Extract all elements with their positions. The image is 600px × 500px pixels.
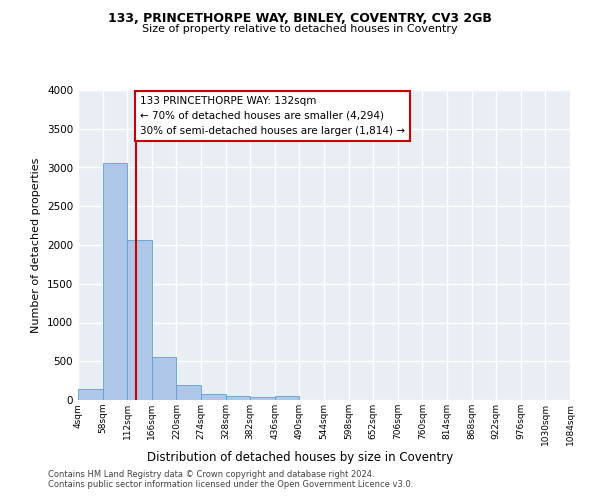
Bar (250, 398, 275, 400)
Bar (201, 394, 226, 400)
Text: Contains public sector information licensed under the Open Government Licence v3: Contains public sector information licen… (48, 480, 413, 489)
Bar (152, 356, 176, 400)
Bar (275, 396, 299, 400)
Bar (78, 389, 103, 400)
Bar (127, 240, 152, 400)
Text: Distribution of detached houses by size in Coventry: Distribution of detached houses by size … (147, 451, 453, 464)
Text: Contains HM Land Registry data © Crown copyright and database right 2024.: Contains HM Land Registry data © Crown c… (48, 470, 374, 479)
Bar (226, 396, 250, 400)
Text: 133, PRINCETHORPE WAY, BINLEY, COVENTRY, CV3 2GB: 133, PRINCETHORPE WAY, BINLEY, COVENTRY,… (108, 12, 492, 26)
Y-axis label: Number of detached properties: Number of detached properties (31, 158, 41, 332)
Bar (176, 384, 201, 400)
Text: Size of property relative to detached houses in Coventry: Size of property relative to detached ho… (142, 24, 458, 34)
Text: 133 PRINCETHORPE WAY: 132sqm
← 70% of detached houses are smaller (4,294)
30% of: 133 PRINCETHORPE WAY: 132sqm ← 70% of de… (140, 96, 405, 136)
Bar (103, 163, 127, 400)
